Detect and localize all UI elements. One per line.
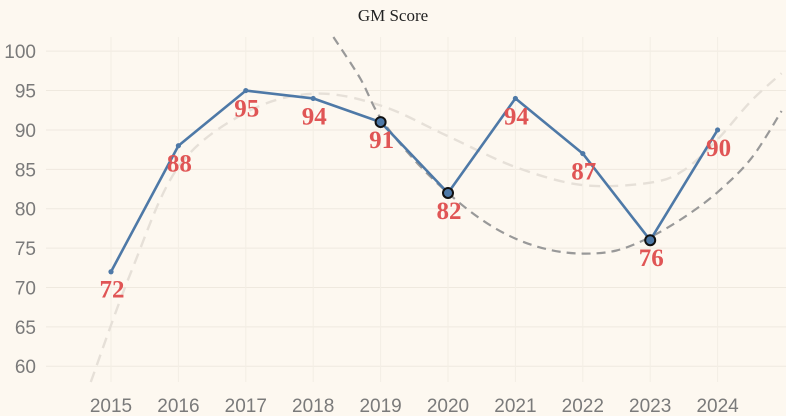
x-tick-label: 2023 — [629, 396, 671, 416]
x-tick-label: 2015 — [90, 396, 132, 416]
y-axis-ticks: 60 65 70 75 80 85 90 95 100 — [4, 42, 36, 378]
data-label: 95 — [234, 96, 259, 123]
x-tick-label: 2018 — [292, 396, 334, 416]
y-tick-label: 60 — [15, 357, 36, 378]
x-tick-label: 2022 — [562, 396, 604, 416]
gridlines — [46, 37, 786, 382]
data-point — [310, 95, 316, 102]
data-point — [715, 127, 721, 133]
y-tick-label: 95 — [15, 82, 36, 103]
x-tick-label: 2017 — [225, 396, 267, 416]
y-tick-label: 70 — [15, 278, 36, 299]
data-point-highlighted — [644, 234, 657, 247]
y-tick-label: 65 — [15, 318, 36, 339]
data-point-highlighted — [374, 116, 387, 129]
data-label: 88 — [167, 151, 192, 178]
y-tick-label: 75 — [15, 239, 36, 260]
data-label: 91 — [369, 127, 394, 154]
x-tick-label: 2021 — [494, 396, 536, 416]
data-label: 72 — [100, 277, 125, 304]
trendline — [89, 72, 783, 383]
data-label: 76 — [639, 245, 664, 272]
data-point — [108, 269, 114, 275]
data-label: 94 — [504, 103, 530, 130]
data-label: 94 — [302, 103, 328, 130]
x-tick-label: 2016 — [157, 396, 199, 416]
y-tick-label: 85 — [15, 160, 36, 181]
x-tick-label: 2020 — [427, 396, 469, 416]
data-label: 90 — [706, 135, 731, 162]
series-line-gm-score — [109, 89, 719, 273]
data-point — [580, 150, 586, 157]
data-point-highlighted — [442, 186, 454, 199]
y-tick-label: 80 — [15, 200, 36, 221]
x-axis-ticks: 2015 2016 2017 2018 2019 2020 2021 2022 2023 2024 — [90, 396, 739, 416]
x-tick-label: 2019 — [359, 396, 401, 416]
data-label: 82 — [437, 198, 462, 225]
data-points — [108, 87, 721, 275]
y-tick-label: 100 — [4, 42, 36, 63]
data-point — [175, 143, 181, 149]
series-line — [109, 89, 719, 273]
y-tick-label: 90 — [15, 121, 36, 142]
data-labels: 72 88 95 94 91 82 94 87 76 90 — [100, 96, 732, 304]
data-label: 87 — [571, 159, 596, 186]
chart-title: GM Score — [358, 6, 428, 25]
data-point — [512, 95, 519, 102]
x-tick-label: 2024 — [696, 396, 739, 416]
data-point — [243, 87, 249, 94]
